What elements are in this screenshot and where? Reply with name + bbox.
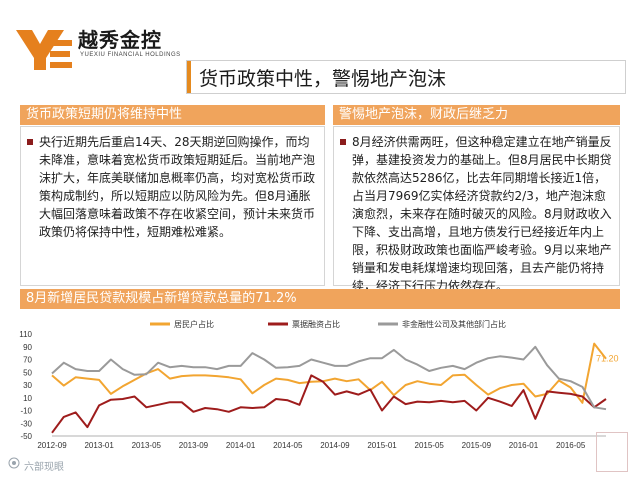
loan-share-chart: -50 -30 -10 10 30 50 70 90 110 2012-09 2013-01 2013…	[19, 319, 619, 450]
y-tick-label: -50	[20, 432, 32, 441]
section-heading-property: 警惕地产泡沫，财政后继乏力	[333, 105, 620, 125]
y-tick-label: 30	[23, 381, 32, 390]
bullet-icon	[340, 139, 346, 145]
x-tick-label: 2015-05	[415, 441, 445, 450]
y-tick-label: 90	[23, 343, 32, 352]
x-tick-label: 2013-05	[132, 441, 162, 450]
watermark-text: 六部现眼	[24, 462, 64, 473]
watermark-icon	[8, 457, 20, 469]
legend-label: 非金融性公司及其他部门占比	[402, 319, 506, 329]
x-tick-label: 2014-05	[273, 441, 303, 450]
y-tick-label: -30	[20, 419, 32, 428]
x-tick-label: 2015-09	[462, 441, 492, 450]
series-line-2	[51, 374, 607, 434]
y-tick-label: 50	[23, 368, 32, 377]
y-tick-label: -10	[20, 407, 32, 416]
x-tick-label: 2012-09	[37, 441, 67, 450]
x-tick-label: 2016-01	[509, 441, 539, 450]
x-tick-label: 2013-01	[84, 441, 114, 450]
text-box-monetary: 央行近期先后重启14天、28天期逆回购操作，而均未降准，意味着宽松货币政策短期延…	[20, 126, 325, 286]
title-accent	[187, 61, 191, 93]
text-box-property: 8月经济供需两旺，但这种稳定建立在地产销量反弹，基建投资发力的基础上。但8月居民…	[333, 126, 620, 293]
x-tick-label: 2014-01	[226, 441, 256, 450]
seal-stamp	[596, 432, 628, 472]
page-title: 货币政策中性，警惕地产泡沫	[199, 68, 447, 90]
paragraph-monetary: 央行近期先后重启14天、28天期逆回购操作，而均未降准，意味着宽松货币政策短期延…	[39, 135, 316, 239]
paragraph-property: 8月经济供需两旺，但这种稳定建立在地产销量反弹，基建投资发力的基础上。但8月居民…	[352, 135, 612, 293]
x-tick-label: 2016-05	[556, 441, 586, 450]
x-tick-label: 2015-01	[367, 441, 397, 450]
company-name: 越秀金控	[78, 28, 162, 52]
company-subtitle: YUEXIU FINANCIAL HOLDINGS	[80, 52, 181, 58]
x-tick-label: 2013-09	[179, 441, 209, 450]
y-tick-label: 70	[23, 356, 32, 365]
legend-label: 居民户占比	[174, 319, 214, 329]
page-title-bar: 货币政策中性，警惕地产泡沫	[186, 60, 626, 94]
y-tick-label: 110	[19, 330, 32, 339]
series-line-3	[51, 345, 607, 411]
section-heading-chart: 8月新增居民贷款规模占新增贷款总量的71.2%	[20, 289, 620, 309]
end-value-label: 71.20	[596, 354, 619, 364]
bullet-icon	[27, 139, 33, 145]
section-heading-monetary: 货币政策短期仍将维持中性	[20, 105, 325, 125]
x-tick-label: 2014-09	[320, 441, 350, 450]
company-logo	[14, 24, 78, 72]
legend-label: 票据融资占比	[292, 319, 340, 329]
series-line-1	[51, 342, 607, 404]
y-tick-label: 10	[23, 394, 32, 403]
